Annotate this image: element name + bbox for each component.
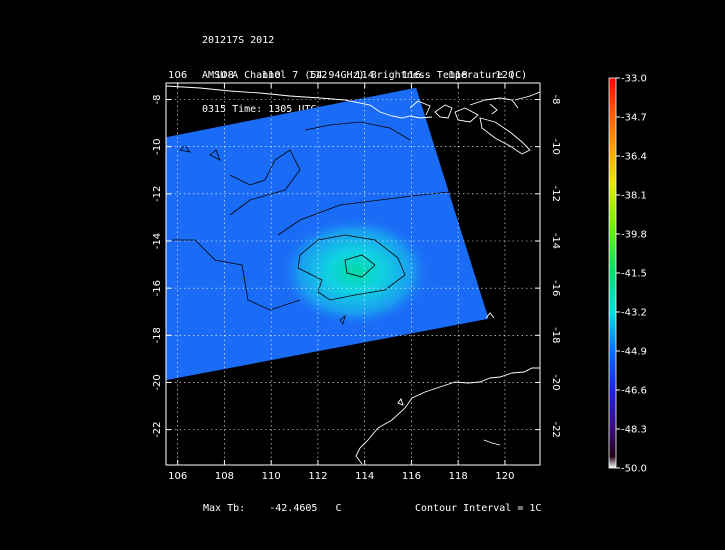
lat-label-left: -12 bbox=[152, 186, 163, 202]
temperature-contours bbox=[172, 121, 451, 325]
lat-label-right: -22 bbox=[550, 421, 561, 437]
lon-label-top: 108 bbox=[215, 70, 234, 81]
colorbar-label: -34.7 bbox=[621, 113, 647, 124]
map-frame bbox=[165, 82, 541, 466]
max-tb-value: -42.4605 bbox=[269, 503, 318, 514]
colorbar bbox=[609, 78, 616, 468]
lon-label-top: 110 bbox=[262, 70, 281, 81]
lon-label-top: 112 bbox=[308, 70, 327, 81]
lon-label-top: 116 bbox=[402, 70, 421, 81]
colorbar-label: -41.5 bbox=[621, 269, 647, 280]
lon-label-bottom: 118 bbox=[449, 471, 468, 482]
colorbar-label: -36.4 bbox=[621, 152, 647, 163]
lat-label-left: -16 bbox=[152, 280, 163, 296]
lat-label-right: -18 bbox=[550, 327, 561, 343]
lon-label-top: 106 bbox=[168, 70, 187, 81]
colorbar-label: -50.0 bbox=[621, 464, 647, 475]
lat-label-right: -20 bbox=[550, 374, 561, 390]
lat-label-left: -10 bbox=[152, 138, 163, 154]
colorbar-label: -48.3 bbox=[621, 425, 647, 436]
colorbar-label: -43.2 bbox=[621, 308, 647, 319]
lat-label-right: -8 bbox=[550, 95, 561, 105]
lat-label-right: -16 bbox=[550, 280, 561, 296]
lon-label-bottom: 112 bbox=[308, 471, 327, 482]
colorbar-label: -44.9 bbox=[621, 347, 647, 358]
coastlines bbox=[166, 85, 540, 465]
lon-label-bottom: 106 bbox=[168, 471, 187, 482]
channel-title: AMSU-A Channel 7 (54.94GHz) Brightness T… bbox=[202, 69, 528, 81]
lon-label-top: 114 bbox=[355, 70, 374, 81]
lat-label-right: -10 bbox=[550, 138, 561, 154]
colorbar-label: -39.8 bbox=[621, 230, 647, 241]
lat-label-left: -20 bbox=[152, 374, 163, 390]
lon-label-bottom: 108 bbox=[215, 471, 234, 482]
lon-label-bottom: 110 bbox=[262, 471, 281, 482]
lat-label-left: -14 bbox=[152, 233, 163, 249]
colorbar-label: -38.1 bbox=[621, 191, 647, 202]
lat-label-left: -18 bbox=[152, 327, 163, 343]
lat-label-right: -14 bbox=[550, 233, 561, 249]
lon-label-top: 118 bbox=[449, 70, 468, 81]
max-tb-readout: Max Tb: -42.4605 C bbox=[203, 503, 342, 514]
colorbar-label: -33.0 bbox=[621, 74, 647, 85]
lat-label-left: -8 bbox=[152, 95, 163, 105]
lon-label-bottom: 120 bbox=[495, 471, 514, 482]
contour-interval: Contour Interval = 1C bbox=[415, 503, 542, 514]
lat-lon-grid bbox=[166, 83, 540, 465]
storm-id-title: 201217S 2012 bbox=[202, 35, 275, 46]
max-tb-label: Max Tb: bbox=[203, 503, 246, 514]
lat-label-right: -12 bbox=[550, 186, 561, 202]
lat-label-left: -22 bbox=[152, 421, 163, 437]
storm-core bbox=[280, 216, 431, 327]
lon-label-bottom: 116 bbox=[402, 471, 421, 482]
lon-label-top: 120 bbox=[495, 70, 514, 81]
max-tb-unit: C bbox=[335, 503, 342, 514]
colorbar-label: -46.6 bbox=[621, 386, 647, 397]
lon-label-bottom: 114 bbox=[355, 471, 374, 482]
